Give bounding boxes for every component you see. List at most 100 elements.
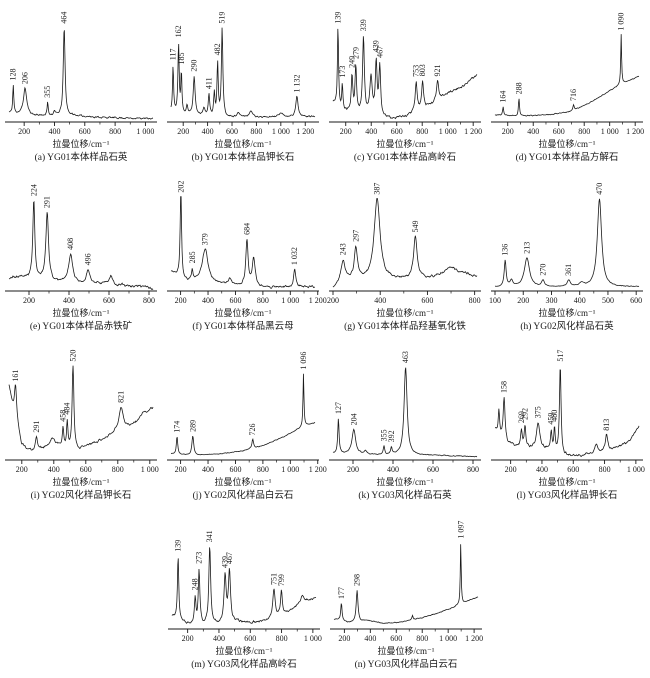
peak-label: 799 <box>277 574 286 586</box>
spectrum-canvas-n: 200 400 600 800 1 000 1 200 177 298 1 097 <box>330 521 483 643</box>
x-tick-label: 800 <box>467 465 479 474</box>
raman-plot-a: 200 400 600 800 1 000 128 206 355 464 拉曼位移/cm⁻¹ … <box>0 2 162 171</box>
x-axis-label: 拉曼位移/cm⁻¹ <box>538 308 596 318</box>
raman-plot-k: 200 400 600 800 127 204 355 392 463 拉曼位移/cm⁻¹ (k… <box>324 340 486 509</box>
peak-label: 392 <box>387 430 396 442</box>
peak-label: 139 <box>174 540 183 552</box>
peak-label: 484 <box>63 403 72 415</box>
spectrum-line <box>171 547 317 625</box>
peak-label: 341 <box>205 530 214 542</box>
peak-label: 243 <box>339 243 348 255</box>
x-tick-label: 400 <box>365 127 377 136</box>
peak-label: 173 <box>338 66 347 78</box>
peak-label: 470 <box>595 183 604 195</box>
peak-label: 480 <box>550 410 559 422</box>
x-tick-label: 400 <box>374 296 386 305</box>
x-tick-label: 200 <box>347 465 359 474</box>
x-axis-label: 拉曼位移/cm⁻¹ <box>376 139 434 149</box>
peak-label: 361 <box>564 264 573 276</box>
plot-caption: (d) YG01本体样品方解石 <box>515 153 619 163</box>
x-tick-label: 600 <box>244 634 256 643</box>
peak-label: 136 <box>501 244 510 256</box>
peak-label: 1 097 <box>456 521 465 539</box>
plot-caption: (a) YG01本体样品石英 <box>34 153 128 163</box>
spectrum-line <box>333 544 479 624</box>
x-tick-label: 600 <box>79 127 91 136</box>
peak-label: 213 <box>522 242 531 254</box>
x-tick-label: 1 000 <box>304 634 322 643</box>
figure-row-4: 200 400 600 800 1 000 139 248 273 341 439 467 751 79… <box>0 509 650 678</box>
x-tick-label: 600 <box>229 465 241 474</box>
x-tick-label: 200 <box>23 296 35 305</box>
x-tick-label: 800 <box>599 465 611 474</box>
spectrum-line <box>8 30 154 120</box>
x-axis-label: 拉曼位移/cm⁻¹ <box>214 308 272 318</box>
peak-label: 379 <box>201 233 210 245</box>
peak-label: 158 <box>500 381 509 393</box>
peak-label: 821 <box>117 391 126 403</box>
x-tick-label: 200 <box>502 127 514 136</box>
peak-label: 520 <box>69 350 78 362</box>
x-axis-label: 拉曼位移/cm⁻¹ <box>52 477 110 487</box>
peak-label: 467 <box>375 46 384 58</box>
raman-plot-j: 200 400 600 800 1 000 1 200 174 289 726 1 096 拉曼位… <box>162 340 327 509</box>
spectrum-canvas-e: 200 400 600 800 224 291 408 496 <box>5 184 157 305</box>
x-tick-label: 1 200 <box>309 465 327 474</box>
spectrum-canvas-f: 200 400 600 800 1 000 1 200 202 285 379 684 1 032 <box>167 181 327 305</box>
peak-label: 355 <box>380 429 389 441</box>
raman-plot-f: 200 400 600 800 1 000 1 200 202 285 379 684 1 032 … <box>162 171 327 340</box>
spectrum-line <box>332 197 478 288</box>
x-tick-label: 1 200 <box>465 634 483 643</box>
x-tick-label: 600 <box>229 296 241 305</box>
peak-label: 517 <box>556 350 565 362</box>
peak-label: 127 <box>334 402 343 414</box>
raman-plot-c: 200 400 600 800 1 000 1 200 139 173 249 279 339 439… <box>324 2 486 171</box>
peak-label: 297 <box>351 230 360 242</box>
x-axis-label: 拉曼位移/cm⁻¹ <box>376 308 434 318</box>
peak-label: 439 <box>372 40 381 52</box>
peak-label: 249 <box>347 56 356 68</box>
plot-caption: (j) YG02风化样品白云石 <box>192 491 294 501</box>
peak-label: 753 <box>412 65 421 77</box>
peak-label: 716 <box>569 89 578 101</box>
spectrum-line <box>494 198 640 287</box>
x-tick-label: 200 <box>338 634 350 643</box>
peak-label: 803 <box>418 64 427 76</box>
x-tick-label: 1 200 <box>296 127 314 136</box>
x-tick-label: 400 <box>202 127 214 136</box>
peak-label: 161 <box>11 370 20 382</box>
x-tick-label: 400 <box>48 465 60 474</box>
figure-row-1: 200 400 600 800 1 000 128 206 355 464 拉曼位移/cm⁻¹ … <box>0 2 650 171</box>
spectrum-line <box>8 200 154 291</box>
x-tick-label: 400 <box>202 296 214 305</box>
plot-caption: (g) YG01本体样品羟基氧化铁 <box>344 322 466 332</box>
peak-label: 273 <box>195 552 204 564</box>
raman-plot-i: 200 400 600 800 1 000 161 291 458 484 520 821 拉曼位移… <box>0 340 162 509</box>
peak-label: 285 <box>188 251 197 263</box>
x-tick-label: 600 <box>567 465 579 474</box>
peak-label: 177 <box>337 587 346 599</box>
x-tick-label: 1 200 <box>464 127 482 136</box>
x-tick-label: 400 <box>387 465 399 474</box>
plot-caption: (c) YG01本体样品高岭石 <box>353 153 457 163</box>
x-axis-label: 拉曼位移/cm⁻¹ <box>376 477 434 487</box>
x-tick-label: 1 000 <box>272 127 290 136</box>
peak-label: 291 <box>32 421 41 433</box>
peak-label: 291 <box>43 196 52 208</box>
x-tick-label: 200 <box>517 296 529 305</box>
peak-label: 467 <box>225 552 234 564</box>
x-tick-label: 1 000 <box>439 634 457 643</box>
peak-label: 298 <box>353 574 362 586</box>
x-tick-label: 200 <box>182 634 194 643</box>
peak-label: 339 <box>359 19 368 31</box>
x-tick-label: 400 <box>213 634 225 643</box>
raman-plot-h: 100 200 300 400 500 600 136 213 270 361 470 拉曼位移/c… <box>486 171 648 340</box>
peak-label: 204 <box>349 413 358 425</box>
peak-label: 375 <box>534 406 543 418</box>
plot-caption: (b) YG01本体样品钾长石 <box>191 153 295 163</box>
peak-label: 1 032 <box>290 247 299 265</box>
x-tick-label: 1 000 <box>601 127 619 136</box>
x-tick-label: 800 <box>469 296 481 305</box>
